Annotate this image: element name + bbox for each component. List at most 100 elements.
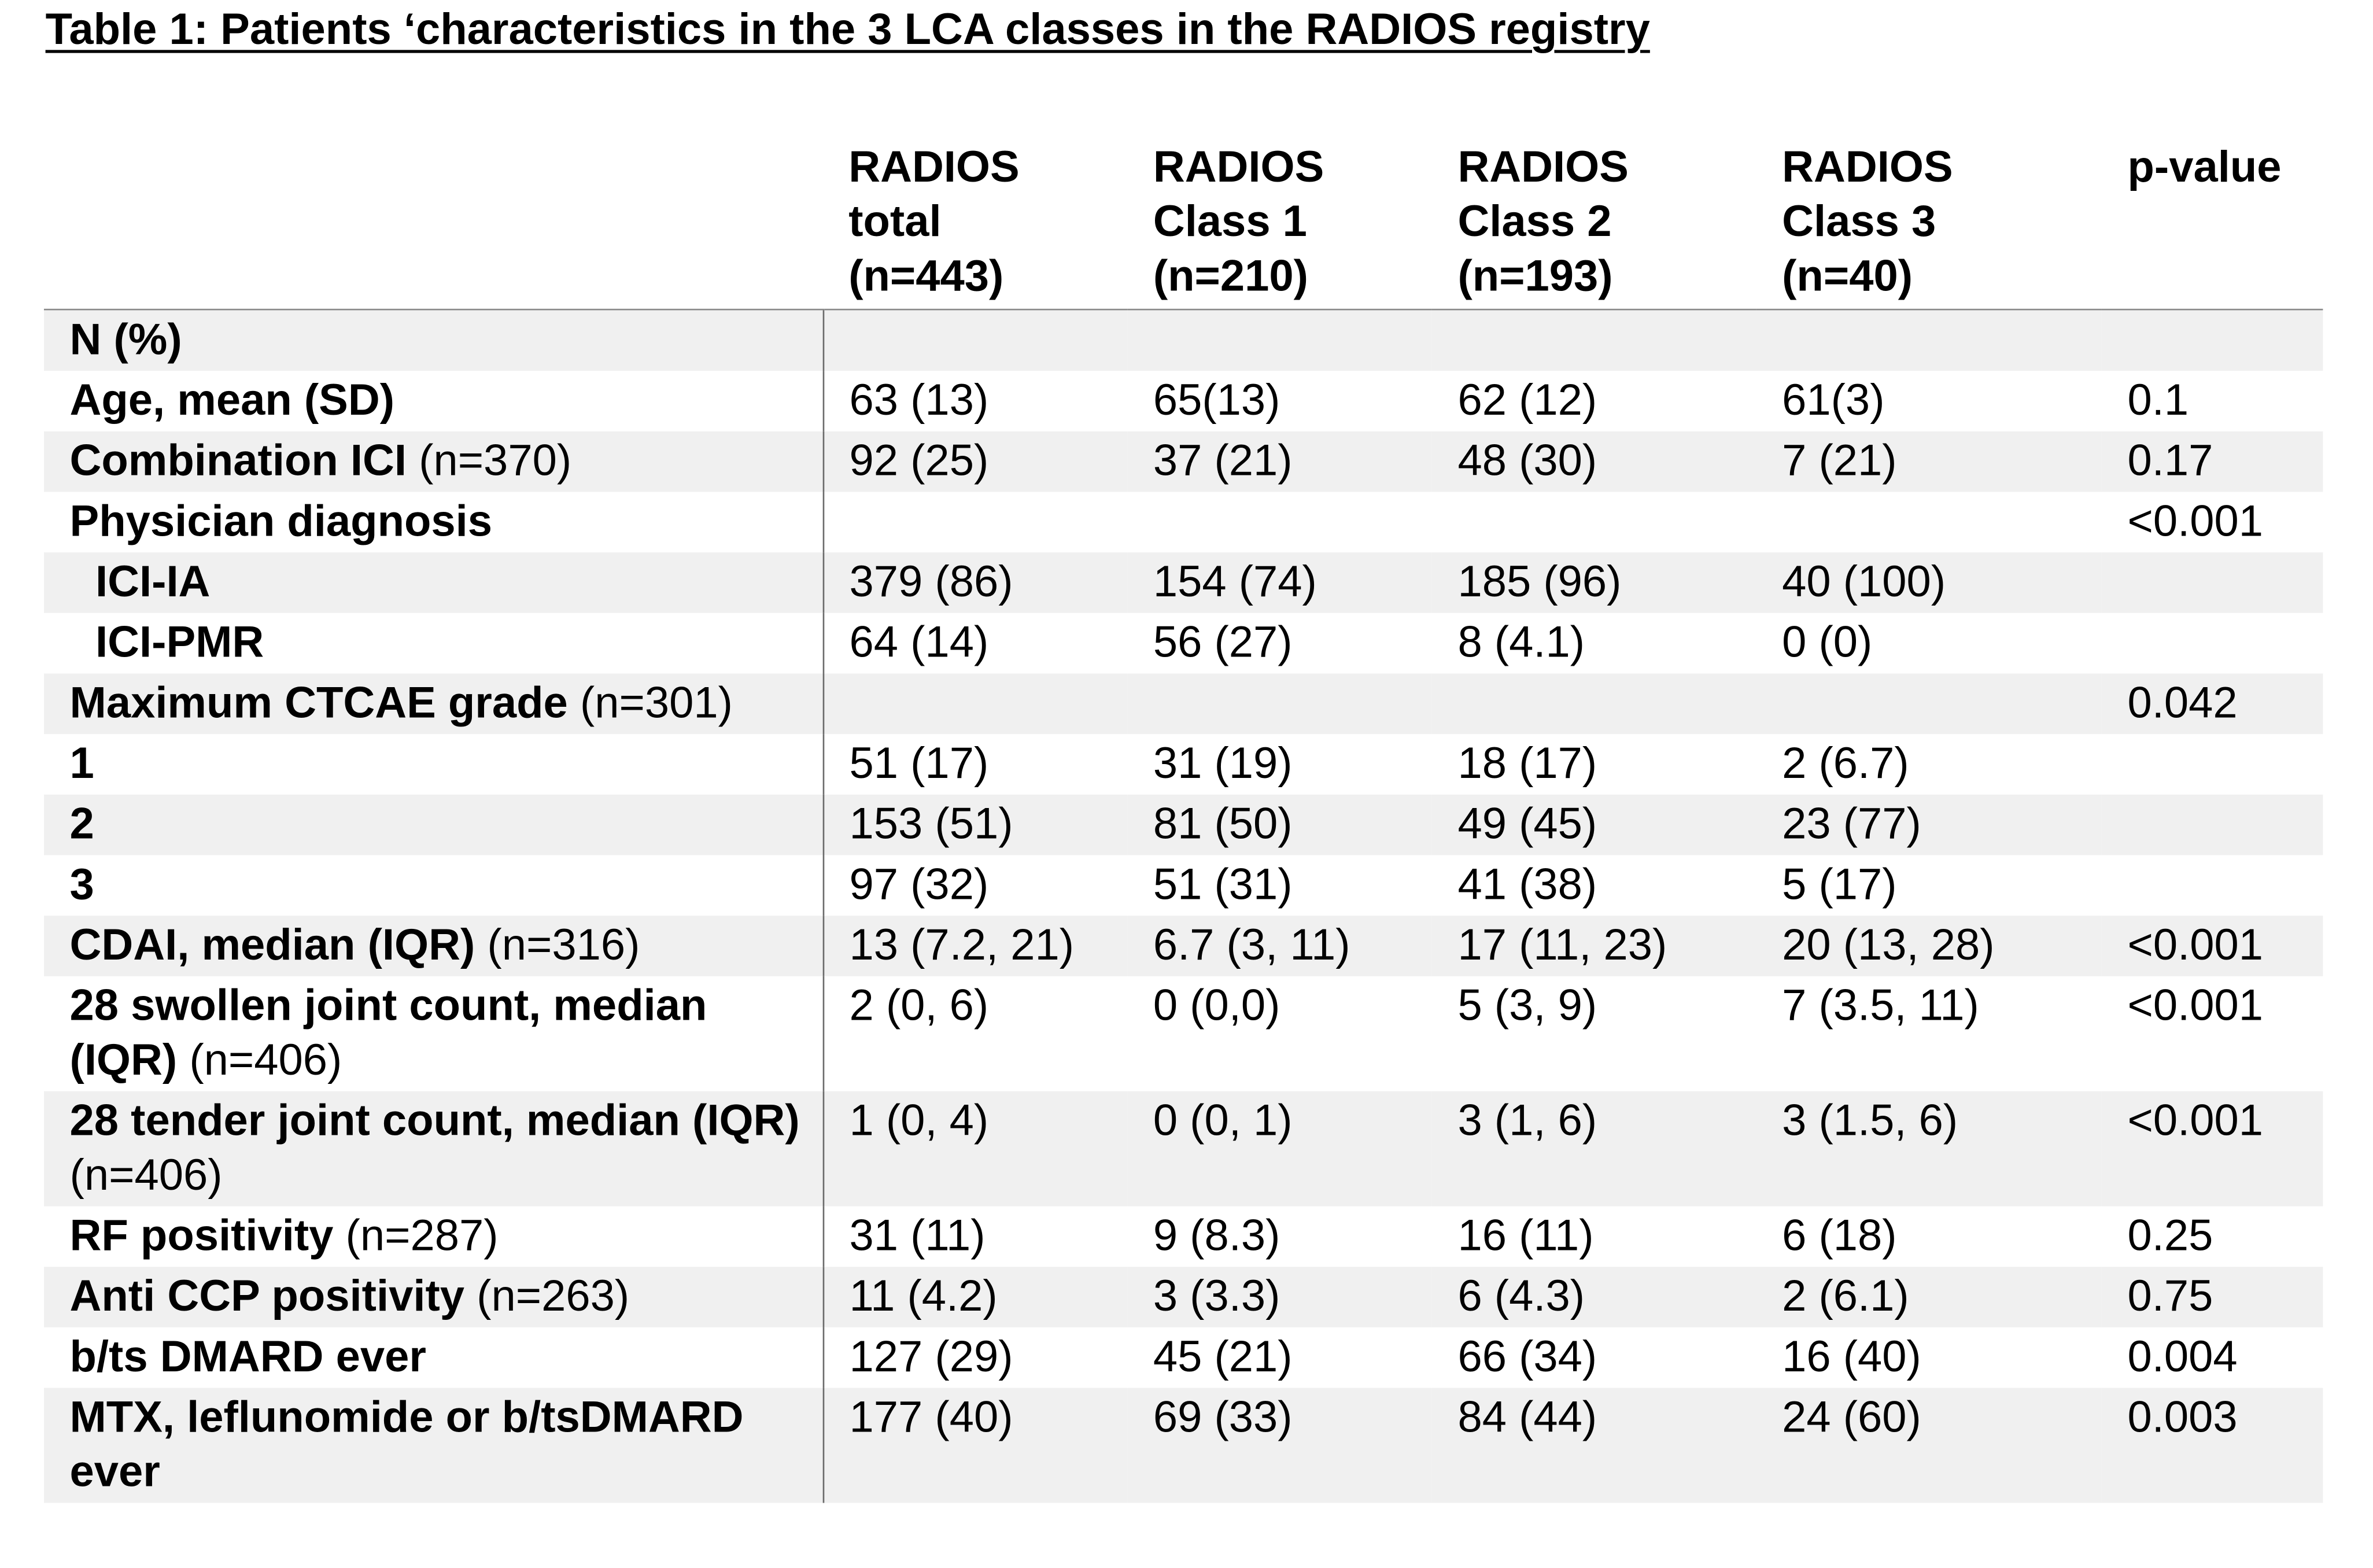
value-cell: 0 (0, 1) [1127,1091,1432,1207]
value-cell: 0 (0) [1782,619,1873,668]
value-cell: 23 (77) [1756,794,2102,855]
value-cell: 0 (0,0) [1153,982,1280,1031]
table-row: CDAI, median (IQR) (n=316) 13 (7.2, 21) 6.… [43,916,2323,976]
value-cell: 97 (32) [822,855,1128,916]
row-label-bold: ICI-PMR [95,619,264,668]
value-cell: 153 (51) [822,794,1128,855]
value-cell: 2 (6.1) [1756,1267,2102,1327]
column-header: RADIOS Class 1 (n=210) [1127,141,1432,311]
p-value-cell: 0.25 [2127,1212,2213,1261]
row-label: Physician diagnosis [44,492,823,552]
column-header: RADIOS Class 2 (n=193) [1431,141,1756,311]
row-label-bold: Maximum CTCAE grade [69,679,568,728]
value-cell: 185 (96) [1431,552,1756,613]
value-cell [1127,309,1432,371]
row-label-bold: MTX, leflunomide or b/tsDMARD ever [69,1394,744,1497]
table-title: Table 1: Patients ‘characteristics in th… [45,6,1650,55]
column-header-p-value: p-value [2101,141,2323,311]
p-value-cell [2102,613,2323,674]
value-cell: 41 (38) [1457,861,1597,910]
table-row: ICI-IA 379 (86) 154 (74) 185 (96) 40 (100) [43,552,2323,613]
row-label-note: (n=316) [475,921,640,971]
p-value-cell [2102,855,2323,916]
value-cell [1756,492,2102,552]
value-cell: 11 (4.2) [822,1267,1128,1327]
value-cell: 66 (34) [1457,1333,1597,1382]
value-cell: 9 (8.3) [1153,1212,1280,1261]
value-cell: 379 (86) [822,552,1128,613]
value-cell: 51 (17) [822,734,1128,795]
row-label: 28 swollen joint count, median (IQR) (n=… [44,976,823,1091]
row-label: 28 tender joint count, median (IQR) (n=4… [43,1091,823,1207]
value-cell: 48 (30) [1431,431,1756,492]
value-cell: 16 (11) [1457,1212,1594,1261]
value-cell: 69 (33) [1127,1388,1432,1503]
row-label-note: (n=287) [333,1212,499,1261]
row-label: Maximum CTCAE grade (n=301) [43,673,823,735]
row-label-note: (n=406) [69,1152,223,1201]
row-label: Age, mean (SD) [44,371,823,431]
table-row: 28 swollen joint count, median (IQR) (n=… [44,976,2323,1091]
p-value-cell: 0.004 [2127,1333,2238,1382]
value-cell [822,492,1128,553]
p-value-cell: <0.001 [2127,497,2264,547]
value-cell: 6 (4.3) [1431,1267,1756,1327]
row-label-bold: CDAI, median (IQR) [69,921,475,971]
value-cell: 31 (19) [1153,740,1293,789]
p-value-cell [2101,794,2323,855]
column-header: RADIOS total (n=443) [822,141,1128,311]
value-cell: 3 (1.5, 6) [1756,1091,2102,1207]
row-label-bold: b/ts DMARD ever [69,1333,426,1382]
row-label: ICI-PMR [44,613,823,674]
value-cell [1127,673,1432,735]
row-label: b/ts DMARD ever [44,1327,823,1388]
table-row: MTX, leflunomide or b/tsDMARD ever 177 (4… [43,1388,2323,1503]
value-cell: 13 (7.2, 21) [822,916,1128,976]
value-cell: 24 (60) [1756,1388,2102,1503]
patients-table: RADIOS total (n=443) RADIOS Class 1 (n=210) … [43,141,2323,1503]
value-cell: 5 (3, 9) [1457,982,1597,1031]
value-cell [822,309,1128,371]
row-label-note: (n=263) [464,1272,630,1322]
value-cell: 45 (21) [1153,1333,1293,1382]
table-row: 1 51 (17) 31 (19) 18 (17) 2 (6.7) [44,734,2323,795]
value-cell: 6 (18) [1782,1212,1897,1261]
table-row: 2 153 (51) 81 (50) 49 (45) 23 (77) [43,794,2323,855]
table-row: 3 97 (32) 51 (31) 41 (38) 5 (17) [44,855,2323,916]
value-cell: 3 (3.3) [1127,1267,1432,1327]
value-cell: 40 (100) [1756,552,2102,613]
p-value-cell: <0.001 [2127,982,2264,1031]
p-value-cell: 0.042 [2101,673,2323,735]
row-label: Combination ICI (n=370) [43,431,823,492]
value-cell: 7 (3.5, 11) [1782,982,1979,1031]
value-cell [1432,492,1756,552]
value-cell: 7 (21) [1756,431,2102,492]
value-cell: 84 (44) [1431,1388,1756,1503]
value-cell [1431,309,1756,371]
p-value-cell: 0.75 [2101,1267,2323,1327]
value-cell: 65(13) [1153,377,1280,426]
value-cell [1756,673,2102,735]
value-cell: 8 (4.1) [1457,619,1585,668]
value-cell [822,673,1128,735]
row-label-bold: RF positivity [69,1212,334,1261]
value-cell: 5 (17) [1782,861,1897,910]
row-label: N (%) [43,309,823,371]
header-label-cell [43,141,823,311]
value-cell: 1 (0, 4) [822,1091,1128,1207]
p-value-cell: 0.1 [2127,377,2189,426]
p-value-cell [2101,552,2323,613]
header-row: RADIOS total (n=443) RADIOS Class 1 (n=210) … [43,141,2323,311]
value-cell: 92 (25) [822,431,1128,492]
value-cell: 61(3) [1782,377,1885,426]
value-cell [1756,309,2102,371]
value-cell: 177 (40) [822,1388,1128,1503]
row-label-note: (n=406) [177,1036,342,1086]
row-label-bold: ICI-IA [95,558,211,607]
value-cell: 56 (27) [1153,619,1293,668]
row-label: 2 [43,794,823,855]
value-cell: 17 (11, 23) [1431,916,1756,976]
p-value-cell: 0.003 [2101,1388,2323,1503]
table-body: N (%) Age, mean (SD) 63 (13) 65(13) 62 (12) 6… [43,309,2323,1503]
